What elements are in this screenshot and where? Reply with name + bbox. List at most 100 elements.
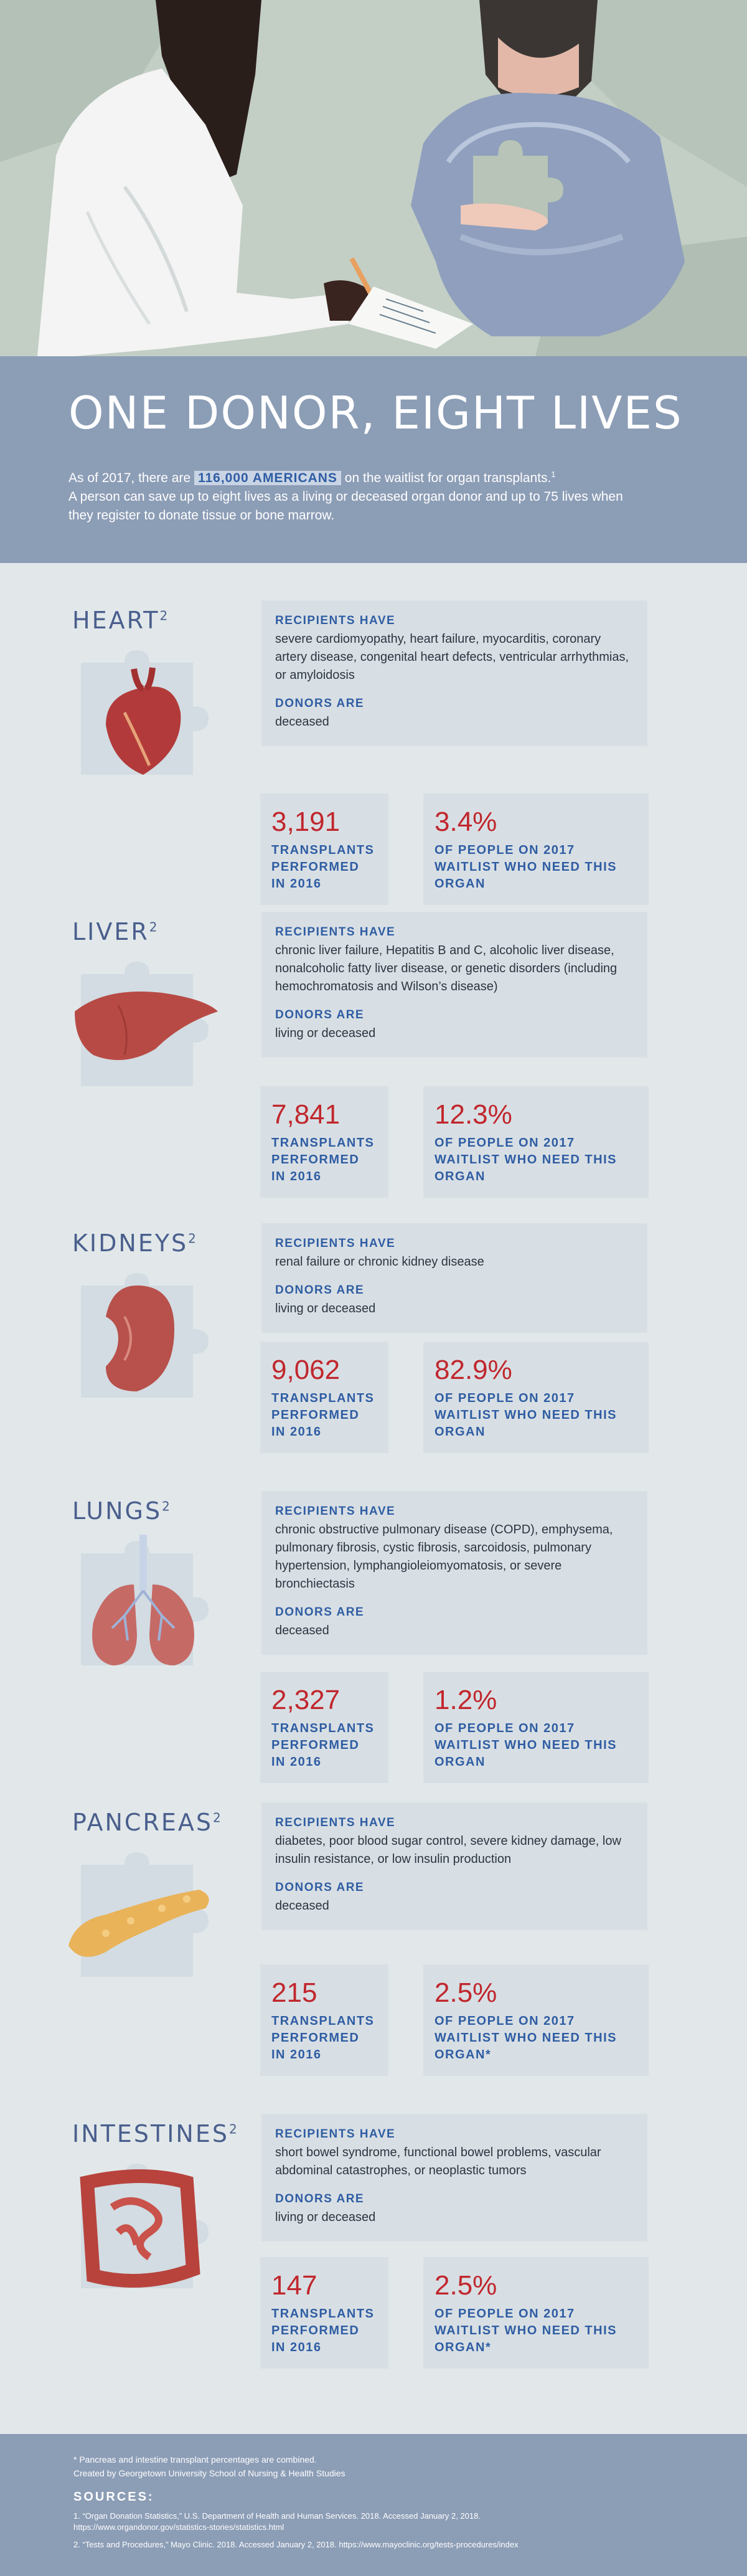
recipients-label: RECIPIENTS HAVE — [275, 926, 396, 939]
waitlist-percent: 3.4% — [435, 807, 497, 837]
organ-title: LIVER2 — [72, 918, 159, 945]
donors-text: deceased — [275, 1624, 329, 1637]
donors-label: DONORS ARE — [275, 1284, 365, 1297]
donors-label: DONORS ARE — [275, 1881, 365, 1894]
organ-kidneys: KIDNEYS2 RECIPIENTS HAVE renal failure o… — [0, 1223, 747, 1491]
intro-text: As of 2017, there are 116,000 AMERICANS … — [68, 465, 641, 525]
waitlist-highlight: 116,000 AMERICANS — [194, 471, 341, 486]
info-box: RECIPIENTS HAVE short bowel syndrome, fu… — [261, 2114, 647, 2242]
recipients-text: short bowel syndrome, functional bowel p… — [275, 2146, 601, 2177]
recipients-label: RECIPIENTS HAVE — [275, 1816, 396, 1829]
waitlist-stat: 2.5% OF PEOPLE ON 2017 WAITLIST WHO NEED… — [423, 1964, 649, 2076]
title-band: ONE DONOR, EIGHT LIVES As of 2017, there… — [0, 356, 747, 563]
organ-heart: HEART2 RECIPIENTS HAVE severe cardiomyop… — [0, 600, 747, 912]
waitlist-percent: 2.5% — [435, 2270, 497, 2301]
heart-icon — [68, 644, 218, 781]
transplants-label: TRANSPLANTS PERFORMED IN 2016 — [271, 2307, 375, 2354]
intro-after: on the waitlist for organ transplants. — [341, 471, 552, 486]
transplants-number: 215 — [271, 1977, 317, 2008]
info-box: RECIPIENTS HAVE diabetes, poor blood sug… — [261, 1802, 647, 1930]
transplants-number: 147 — [271, 2270, 317, 2301]
transplants-number: 7,841 — [271, 1099, 341, 1130]
intestines-icon — [68, 2157, 218, 2294]
transplants-label: TRANSPLANTS PERFORMED IN 2016 — [271, 1136, 375, 1183]
organ-footnote-ref: 2 — [188, 1231, 198, 1246]
organ-title: HEART2 — [72, 607, 169, 634]
waitlist-label: OF PEOPLE ON 2017 WAITLIST WHO NEED THIS… — [435, 2014, 617, 2062]
organ-title-text: HEART — [72, 607, 160, 634]
transplants-stat: 9,062 TRANSPLANTS PERFORMED IN 2016 — [260, 1342, 388, 1453]
waitlist-stat: 1.2% OF PEOPLE ON 2017 WAITLIST WHO NEED… — [423, 1672, 649, 1783]
info-box: RECIPIENTS HAVE severe cardiomyopathy, h… — [261, 600, 647, 746]
donors-text: deceased — [275, 1899, 329, 1913]
recipients-label: RECIPIENTS HAVE — [275, 1505, 396, 1518]
recipients-text: diabetes, poor blood sugar control, seve… — [275, 1834, 621, 1866]
source-1: 1. “Organ Donation Statistics,” U.S. Dep… — [73, 2511, 481, 2532]
transplants-stat: 3,191 TRANSPLANTS PERFORMED IN 2016 — [260, 793, 388, 905]
waitlist-percent: 82.9% — [435, 1355, 512, 1385]
organ-title-text: LUNGS — [72, 1497, 162, 1525]
recipients-text: chronic obstructive pulmonary disease (C… — [275, 1523, 613, 1591]
source-2: 2. “Tests and Procedures,” Mayo Clinic. … — [73, 2540, 519, 2549]
hero-illustration — [0, 0, 747, 356]
kidney-icon — [68, 1267, 218, 1404]
recipients-text: chronic liver failure, Hepatitis B and C… — [275, 944, 618, 993]
organ-title: INTESTINES2 — [72, 2120, 239, 2147]
lungs-icon — [68, 1535, 218, 1672]
donors-text: living or deceased — [275, 1026, 376, 1040]
donors-label: DONORS ARE — [275, 1008, 365, 1021]
organ-footnote-ref: 2 — [159, 608, 170, 623]
sources-heading: SOURCES: — [73, 2490, 154, 2504]
intro-before: As of 2017, there are — [68, 471, 194, 486]
recipients-label: RECIPIENTS HAVE — [275, 2128, 396, 2141]
recipients-label: RECIPIENTS HAVE — [275, 614, 396, 627]
organ-footnote-ref: 2 — [149, 919, 159, 935]
donors-text: deceased — [275, 715, 329, 729]
page-title: ONE DONOR, EIGHT LIVES — [68, 387, 683, 439]
pancreas-icon — [68, 1846, 218, 1983]
organ-title: LUNGS2 — [72, 1497, 172, 1525]
waitlist-stat: 82.9% OF PEOPLE ON 2017 WAITLIST WHO NEE… — [423, 1342, 649, 1453]
organ-title: KIDNEYS2 — [72, 1229, 198, 1257]
transplants-label: TRANSPLANTS PERFORMED IN 2016 — [271, 843, 375, 891]
liver-icon — [68, 955, 218, 1092]
donors-label: DONORS ARE — [275, 1606, 365, 1619]
info-box: RECIPIENTS HAVE renal failure or chronic… — [261, 1223, 647, 1333]
waitlist-stat: 3.4% OF PEOPLE ON 2017 WAITLIST WHO NEED… — [423, 793, 649, 905]
transplants-number: 3,191 — [271, 807, 341, 837]
credit: Created by Georgetown University School … — [73, 2468, 345, 2478]
donors-text: living or deceased — [275, 2210, 376, 2224]
info-box: RECIPIENTS HAVE chronic obstructive pulm… — [261, 1491, 647, 1655]
organ-title-text: PANCREAS — [72, 1809, 213, 1836]
waitlist-percent: 1.2% — [435, 1685, 497, 1715]
transplants-label: TRANSPLANTS PERFORMED IN 2016 — [271, 1721, 375, 1769]
donors-text: living or deceased — [275, 1302, 376, 1315]
transplants-label: TRANSPLANTS PERFORMED IN 2016 — [271, 1391, 375, 1439]
transplants-number: 9,062 — [271, 1355, 341, 1385]
organ-footnote-ref: 2 — [162, 1499, 172, 1514]
waitlist-label: OF PEOPLE ON 2017 WAITLIST WHO NEED THIS… — [435, 843, 617, 891]
organ-title-text: KIDNEYS — [72, 1229, 189, 1257]
organ-footnote-ref: 2 — [212, 1810, 223, 1825]
organ-title: PANCREAS2 — [72, 1809, 223, 1836]
transplants-stat: 215 TRANSPLANTS PERFORMED IN 2016 — [260, 1964, 388, 2076]
transplants-label: TRANSPLANTS PERFORMED IN 2016 — [271, 2014, 375, 2062]
info-box: RECIPIENTS HAVE chronic liver failure, H… — [261, 912, 647, 1058]
organ-intestines: INTESTINES2 RECIPIENTS HAVE short bowel … — [0, 2114, 747, 2425]
organ-title-text: LIVER — [72, 918, 149, 945]
intro-footnote-ref: 1 — [551, 470, 556, 480]
doctor-patient-illustration — [0, 0, 747, 356]
transplants-stat: 7,841 TRANSPLANTS PERFORMED IN 2016 — [260, 1086, 388, 1198]
recipients-label: RECIPIENTS HAVE — [275, 1237, 396, 1250]
waitlist-percent: 12.3% — [435, 1099, 512, 1130]
organ-list: HEART2 RECIPIENTS HAVE severe cardiomyop… — [0, 563, 747, 2425]
waitlist-label: OF PEOPLE ON 2017 WAITLIST WHO NEED THIS… — [435, 1391, 617, 1439]
waitlist-label: OF PEOPLE ON 2017 WAITLIST WHO NEED THIS… — [435, 1721, 617, 1769]
organ-pancreas: PANCREAS2 RECIPIENTS HAVE diabetes, poor… — [0, 1802, 747, 2114]
intro-line2: A person can save up to eight lives as a… — [68, 490, 623, 523]
recipients-text: severe cardiomyopathy, heart failure, my… — [275, 632, 629, 682]
transplants-number: 2,327 — [271, 1685, 341, 1715]
waitlist-stat: 12.3% OF PEOPLE ON 2017 WAITLIST WHO NEE… — [423, 1086, 649, 1198]
organ-footnote-ref: 2 — [228, 2121, 239, 2137]
footer: * Pancreas and intestine transplant perc… — [0, 2434, 747, 2576]
